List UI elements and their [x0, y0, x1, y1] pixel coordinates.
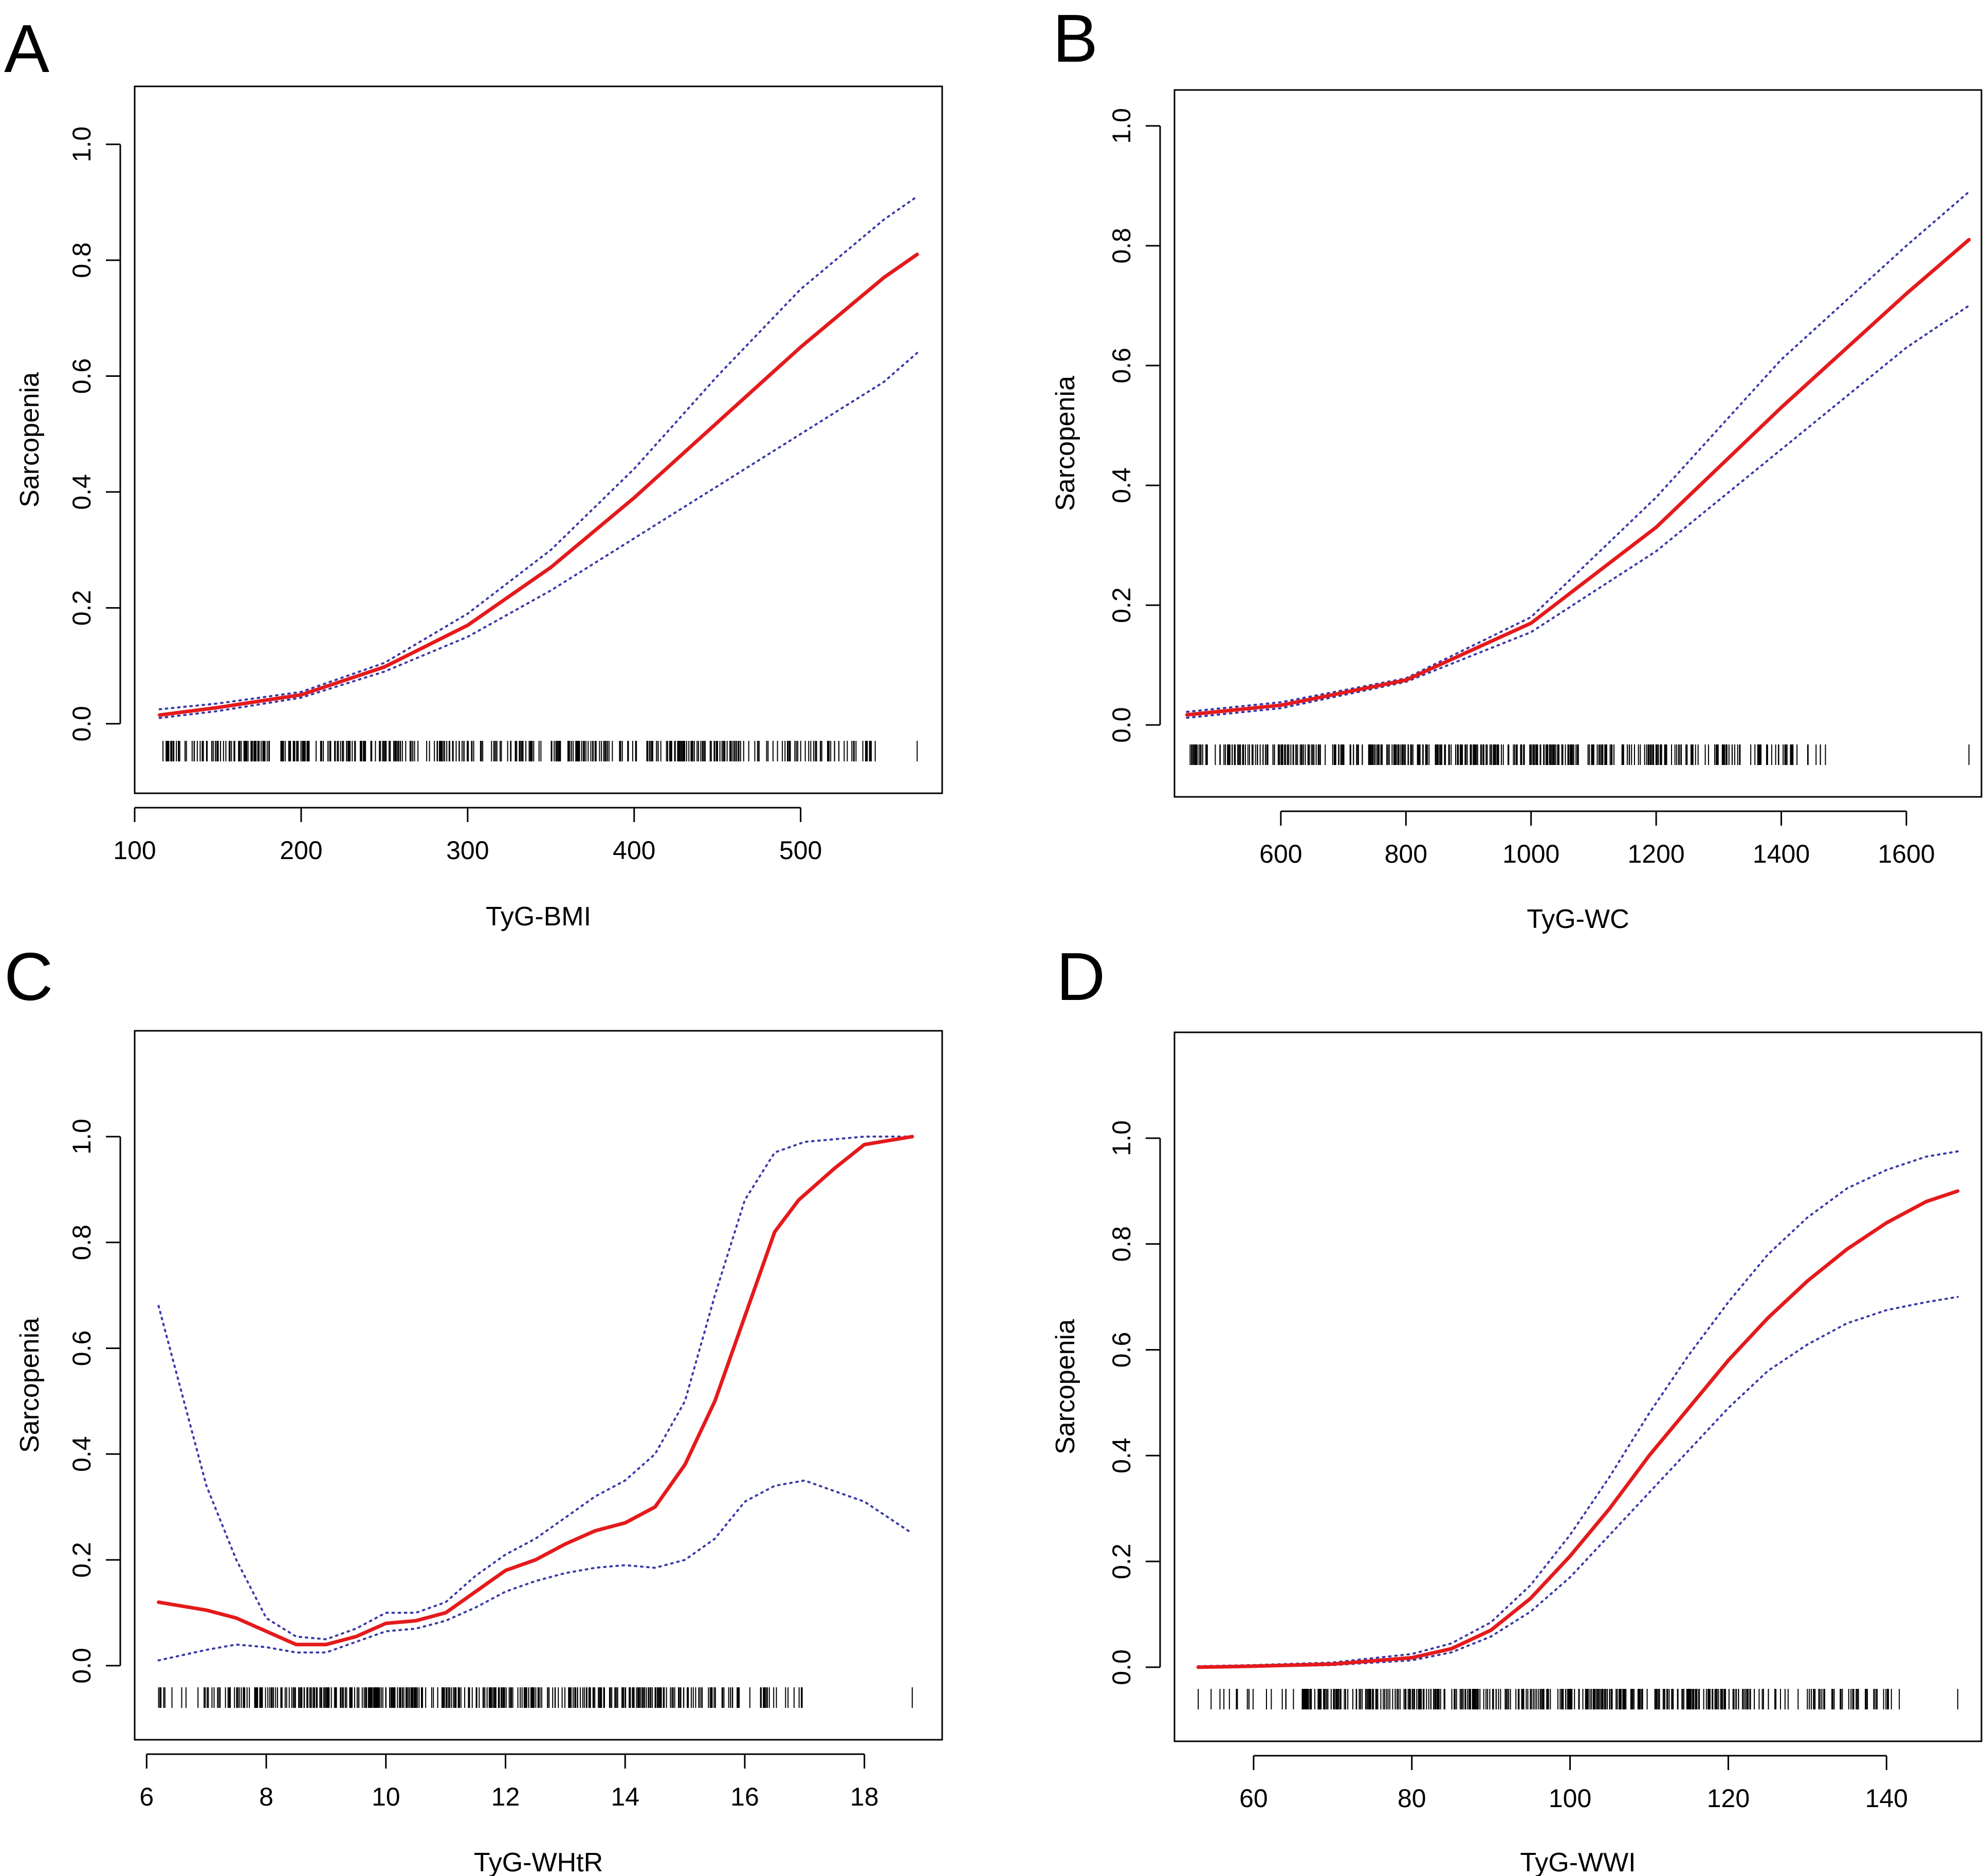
y-tick-label: 0.2	[67, 1542, 96, 1578]
plot-frame	[1173, 1031, 1982, 1742]
y-axis-title: Sarcopenia	[15, 1318, 45, 1453]
y-axis-title: Sarcopenia	[1051, 376, 1080, 511]
y-tick-label: 0.0	[67, 706, 96, 742]
y-tick-label: 0.6	[67, 1331, 96, 1367]
y-tick-label: 0.0	[1107, 1649, 1136, 1685]
y-tick-label: 0.2	[1107, 587, 1136, 623]
x-axis-title: TyG-WHtR	[474, 1848, 603, 1876]
x-tick-label: 200	[280, 836, 322, 865]
y-tick-label: 1.0	[67, 1119, 96, 1155]
y-tick-label: 0.8	[1107, 228, 1136, 264]
ci-line	[1197, 1296, 1959, 1668]
panel-b: B 600 800 1000 1200 1400 1600 0.0 0.2 0.4 0.6 0.8 1…	[1051, 1, 1982, 934]
ci-line	[1186, 191, 1970, 713]
y-axis-title: Sarcopenia	[1051, 1319, 1080, 1454]
y-tick-label: 1.0	[1107, 1120, 1136, 1156]
x-tick-label: 80	[1398, 1784, 1426, 1813]
x-axis-title: TyG-WWI	[1520, 1848, 1636, 1876]
x-tick-label: 1400	[1753, 840, 1810, 868]
ci-line	[158, 352, 919, 719]
x-axis-title: TyG-BMI	[486, 902, 591, 932]
x-tick-label: 120	[1707, 1784, 1750, 1813]
x-tick-label: 140	[1865, 1784, 1908, 1813]
ci-line	[1186, 304, 1970, 719]
y-tick-label: 0.4	[67, 474, 96, 510]
y-tick-label: 0.4	[1107, 1438, 1136, 1474]
panel-letter: C	[4, 939, 53, 1014]
rug	[158, 1687, 913, 1708]
x-tick-label: 100	[113, 836, 156, 865]
panel-letter: B	[1053, 1, 1098, 76]
y-tick-label: 0.0	[67, 1648, 96, 1684]
rug	[1198, 1689, 1958, 1709]
y-tick-label: 0.4	[67, 1436, 96, 1472]
x-tick-label: 16	[730, 1782, 759, 1811]
ci-line	[157, 1135, 913, 1641]
x-tick-label: 12	[491, 1782, 520, 1811]
panel-c: C 6 8 10 12 14 16 18 0.0 0.2 0.4 0.6 0.8 1.0 TyG-WHtR…	[4, 939, 943, 1876]
y-tick-label: 0.2	[67, 590, 96, 626]
x-tick-label: 60	[1239, 1784, 1268, 1813]
rug	[162, 741, 918, 761]
x-tick-label: 800	[1385, 840, 1427, 868]
x-tick-label: 1000	[1502, 840, 1559, 868]
y-tick-label: 1.0	[1107, 108, 1136, 144]
y-tick-label: 0.8	[1107, 1226, 1136, 1262]
y-tick-label: 0.8	[67, 1225, 96, 1261]
rug	[1189, 744, 1970, 765]
x-tick-label: 6	[139, 1782, 154, 1811]
x-axis-title: TyG-WC	[1527, 904, 1629, 934]
y-tick-label: 0.0	[1107, 707, 1136, 743]
x-tick-label: 14	[611, 1782, 639, 1811]
y-tick-label: 1.0	[67, 126, 96, 162]
y-tick-label: 0.6	[67, 358, 96, 394]
y-axis-title: Sarcopenia	[15, 372, 45, 507]
plot-frame	[134, 1030, 943, 1741]
panel-letter: A	[4, 11, 49, 86]
plot-frame	[134, 85, 943, 794]
estimate-line	[157, 1135, 914, 1647]
y-tick-label: 0.2	[1107, 1543, 1136, 1579]
ci-line	[158, 195, 919, 711]
x-tick-label: 10	[372, 1782, 400, 1811]
y-tick-label: 0.4	[1107, 467, 1136, 503]
panel-letter: D	[1056, 939, 1105, 1014]
x-tick-label: 600	[1259, 840, 1302, 868]
y-tick-label: 0.6	[1107, 1332, 1136, 1368]
estimate-line	[158, 252, 919, 717]
x-tick-label: 18	[850, 1782, 879, 1811]
estimate-line	[1185, 238, 1971, 717]
x-tick-label: 500	[779, 836, 822, 865]
x-tick-label: 300	[446, 836, 489, 865]
panel-a: A 100 200 300 400 500 0.0 0.2 0.4 0.6 0.8 1.0 TyG-B…	[4, 11, 943, 932]
ci-line	[1197, 1150, 1959, 1667]
estimate-line	[1196, 1189, 1960, 1669]
x-tick-label: 100	[1549, 1784, 1591, 1813]
x-tick-label: 8	[259, 1782, 273, 1811]
x-tick-label: 1200	[1628, 840, 1685, 868]
y-tick-label: 0.6	[1107, 348, 1136, 384]
plot-frame	[1173, 89, 1982, 798]
y-tick-label: 0.8	[67, 242, 96, 278]
x-tick-label: 1600	[1878, 840, 1935, 868]
x-tick-label: 400	[613, 836, 655, 865]
panel-d: D 60 80 100 120 140 0.0 0.2 0.4 0.6 0.8 1.0 TyG-WWI…	[1051, 939, 1982, 1876]
